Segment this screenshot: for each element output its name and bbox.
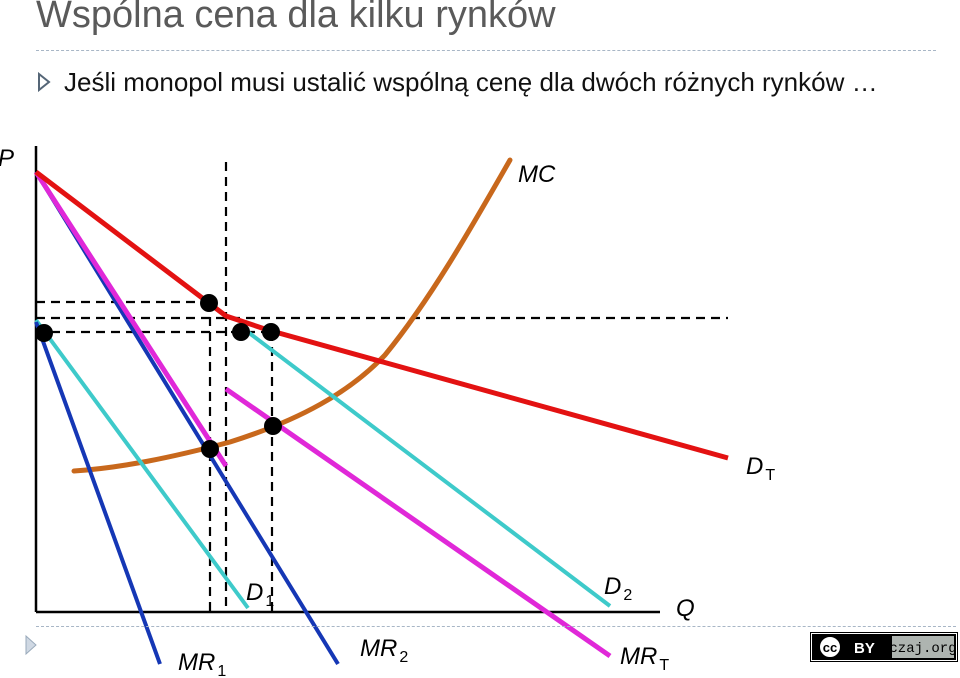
point xyxy=(232,323,250,341)
point xyxy=(201,440,219,458)
mr1-label-main: MR xyxy=(178,649,215,676)
bullet-item: Jeśli monopol musi ustalić wspólną cenę … xyxy=(36,64,878,100)
d1-label-sub: 1 xyxy=(265,593,274,610)
footer-divider xyxy=(36,626,956,627)
mrt-label: MR T xyxy=(620,643,669,674)
mr2-label-sub: 2 xyxy=(399,649,408,666)
mrt-curve xyxy=(33,170,229,468)
point xyxy=(200,294,218,312)
d1-curve xyxy=(34,318,250,610)
mr1-curve xyxy=(34,321,162,665)
mc-curve xyxy=(71,157,513,474)
cc-logo-icon xyxy=(818,635,842,659)
d2-label-sub: 2 xyxy=(623,587,632,604)
mrt-label-main: MR xyxy=(620,643,657,670)
dt-curve xyxy=(34,170,729,461)
point xyxy=(262,323,280,341)
by-label: BY xyxy=(854,640,875,657)
dt-label-sub: T xyxy=(765,467,775,484)
d2-label-main: D xyxy=(604,573,621,600)
point xyxy=(35,324,53,342)
d1-label-main: D xyxy=(246,579,263,606)
mc-label: MC xyxy=(518,161,556,188)
cc-license-badge[interactable]: cc BY czaj.org xyxy=(810,632,958,662)
mr1-label-sub: 1 xyxy=(217,663,226,678)
point xyxy=(264,417,282,435)
mr2-label: MR 2 xyxy=(360,635,408,666)
bullet-text: Jeśli monopol musi ustalić wspólną cenę … xyxy=(64,66,878,97)
y-axis-label: P xyxy=(0,145,14,172)
guide-lines xyxy=(36,162,728,612)
corner-arrow-icon xyxy=(25,634,37,656)
d2-curve xyxy=(238,324,612,608)
dt-label-main: D xyxy=(746,453,763,480)
cc-logo-text: cc xyxy=(823,640,837,655)
mrt-label-sub: T xyxy=(659,657,669,674)
mrt-curve-lower xyxy=(224,386,612,659)
points xyxy=(35,294,282,458)
slide-title: Wspólna cena dla kilku rynków xyxy=(36,0,556,36)
mr2-label-main: MR xyxy=(360,635,397,662)
x-axis-label: Q xyxy=(676,595,695,622)
bullet-arrow-icon xyxy=(38,72,51,92)
site-label: czaj.org xyxy=(889,641,956,657)
title-divider xyxy=(36,50,936,51)
mr1-label: MR 1 xyxy=(178,649,226,678)
